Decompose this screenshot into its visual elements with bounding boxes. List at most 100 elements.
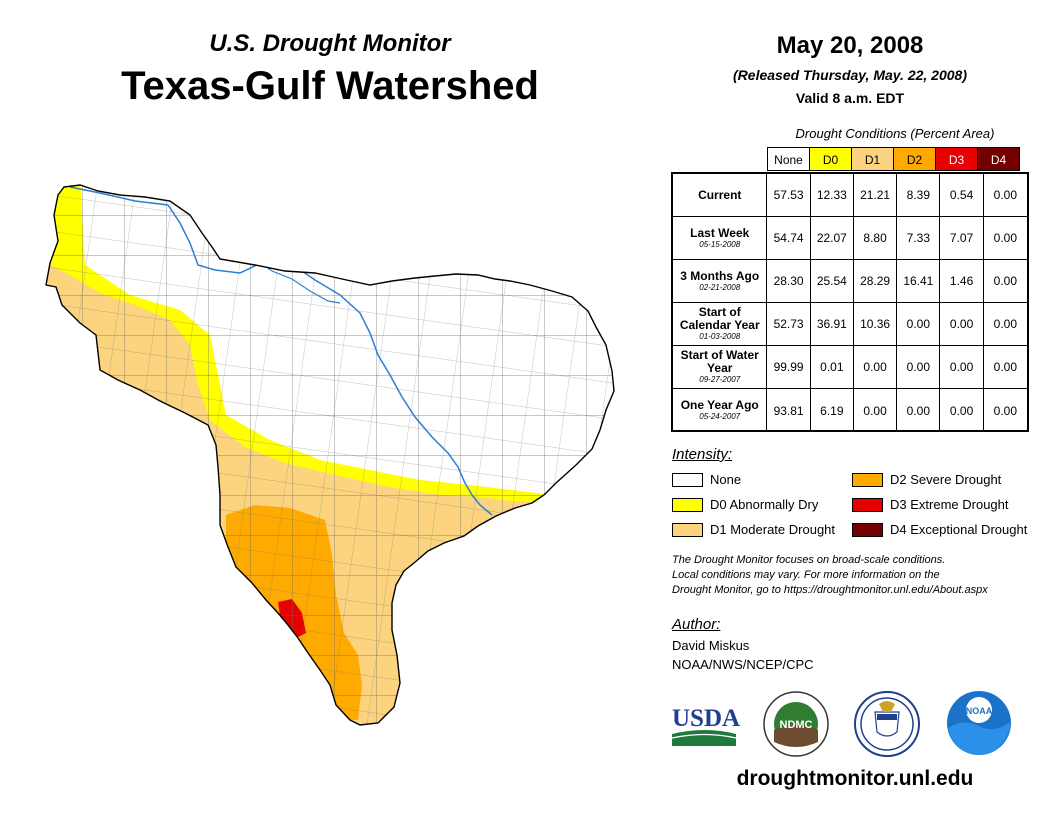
table-cell: 0.00 [993,274,1018,288]
legend-label: D1 Moderate Drought [710,522,836,537]
ndmc-logo: NDMC [763,691,829,757]
column-header-none: None [767,147,810,171]
table-cell: 0.00 [993,317,1018,331]
row-date: 01-03-2008 [699,332,741,341]
table-cell: 52.73 [767,303,811,345]
table-cell: 1.46 [940,260,984,302]
table-cell: 0.00 [897,346,941,388]
map-subtitle: U.S. Drought Monitor [209,30,451,57]
table-row: Start of Water Year 09-27-2007 99.99 0.01 0.… [673,346,1027,389]
legend-swatch [852,497,883,512]
map-title: Texas-Gulf Watershed [121,64,539,108]
legend-swatch [672,522,703,537]
table-cell: 16.41 [897,260,941,302]
watershed-map [45,184,615,726]
column-header-d2: D2 [893,147,936,171]
drought-table: Current 57.53 12.33 21.21 8.39 0.54 0.00 Last W… [671,172,1029,432]
noaa-logo-text: NOAA [966,706,993,716]
ndmc-logo-text: NDMC [780,719,813,731]
column-header-d4: D4 [977,147,1020,171]
table-cell: 36.91 [811,303,854,345]
legend-swatch [672,472,703,487]
table-cell: 21.21 [854,174,898,216]
release-date: (Released Thursday, May. 22, 2008) [733,67,967,83]
legend-none: None [672,472,835,487]
row-label: Last Week 05-15-2008 [673,217,768,259]
table-row: Current 57.53 12.33 21.21 8.39 0.54 0.00 [673,174,1027,217]
author-name: David Miskus [672,638,750,653]
table-cell: 0.00 [940,346,984,388]
note-line: The Drought Monitor focuses on broad-sca… [672,554,946,566]
disclaimer-note: The Drought Monitor focuses on broad-sca… [672,553,1042,598]
table-row: Last Week 05-15-2008 54.74 22.07 8.80 7.33 7.0… [673,217,1027,260]
table-cell: 0.00 [940,389,984,432]
row-date: 05-15-2008 [699,239,741,249]
website-link[interactable]: droughtmonitor.unl.edu [736,767,974,790]
table-cell: 8.80 [854,217,898,259]
table-cell: 0.00 [993,188,1018,202]
table-cell: 0.00 [897,303,941,345]
legend-label: D2 Severe Drought [890,472,1002,487]
table-row: One Year Ago 05-24-2007 93.81 6.19 0.00 0.00 0… [673,389,1027,432]
row-name: Last Week [690,225,750,240]
table-cell: 8.39 [897,174,941,216]
row-label: One Year Ago 05-24-2007 [673,389,768,432]
column-header-d3: D3 [935,147,978,171]
table-cell: 10.36 [854,303,898,345]
legend-column-right: D2 Severe Drought D3 Extreme Drought D4 … [852,472,1027,537]
table-cell: 0.00 [993,231,1018,245]
author-org: NOAA/NWS/NCEP/CPC [672,657,814,672]
row-label: Start of Calendar Year 01-03-2008 [673,303,768,345]
table-cell: 0.00 [854,346,898,388]
legend-column-left: None D0 Abnormally Dry D1 Moderate Droug… [672,472,835,537]
table-cell: 0.00 [940,303,984,345]
legend-label: D4 Exceptional Drought [890,522,1028,537]
row-name: Current [698,187,742,202]
legend-d4: D4 Exceptional Drought [852,522,1027,537]
row-label: Start of Water Year 09-27-2007 [673,346,768,388]
legend-swatch [852,472,883,487]
trinity-river [359,312,493,516]
table-cell: 12.33 [811,174,854,216]
table-header: None D0 D1 D2 D3 D4 [767,147,1020,171]
table-cell: 99.99 [767,346,811,388]
legend-d1: D1 Moderate Drought [672,522,835,537]
table-cell: 54.74 [767,217,811,259]
table-cell: 28.29 [854,260,898,302]
commerce-seal [854,691,920,757]
table-cell: 25.54 [811,260,854,302]
table-cell: 0.01 [811,346,854,388]
legend-title: Intensity: [672,446,733,463]
legend-label: D3 Extreme Drought [890,497,1009,512]
author-label: Author: [672,616,721,633]
table-cell: 0.00 [854,389,898,432]
column-header-d0: D0 [809,147,852,171]
legend-swatch [672,497,703,512]
table-cell: 7.07 [940,217,984,259]
row-date: 05-24-2007 [699,412,741,421]
valid-time: Valid 8 a.m. EDT [795,90,905,106]
legend-d3: D3 Extreme Drought [852,497,1027,512]
table-cell: 7.33 [897,217,941,259]
row-name: 3 Months Ago [680,268,760,283]
table-cell: 93.81 [767,389,811,432]
legend-label: D0 Abnormally Dry [710,497,819,512]
row-date: 02-21-2008 [699,282,741,292]
row-name: Start of Water Year [680,348,759,375]
row-label: 3 Months Ago 02-21-2008 [673,260,768,302]
table-cell: 22.07 [811,217,854,259]
row-label: Current [673,174,768,216]
legend-d2: D2 Severe Drought [852,472,1027,487]
usda-logo: USDA [671,705,740,746]
table-cell: 28.30 [767,260,811,302]
table-cell: 0.00 [993,403,1018,418]
note-line: Drought Monitor, go to https://droughtmo… [672,584,988,596]
table-cell: 0.00 [897,389,941,432]
column-header-d1: D1 [851,147,894,171]
table-cell: 0.54 [940,174,984,216]
usda-logo-text: USDA [672,705,740,732]
row-name: One Year Ago [680,398,759,412]
table-cell: 57.53 [767,174,811,216]
row-name: Start of Calendar Year [679,305,760,332]
legend-label: None [710,472,742,487]
